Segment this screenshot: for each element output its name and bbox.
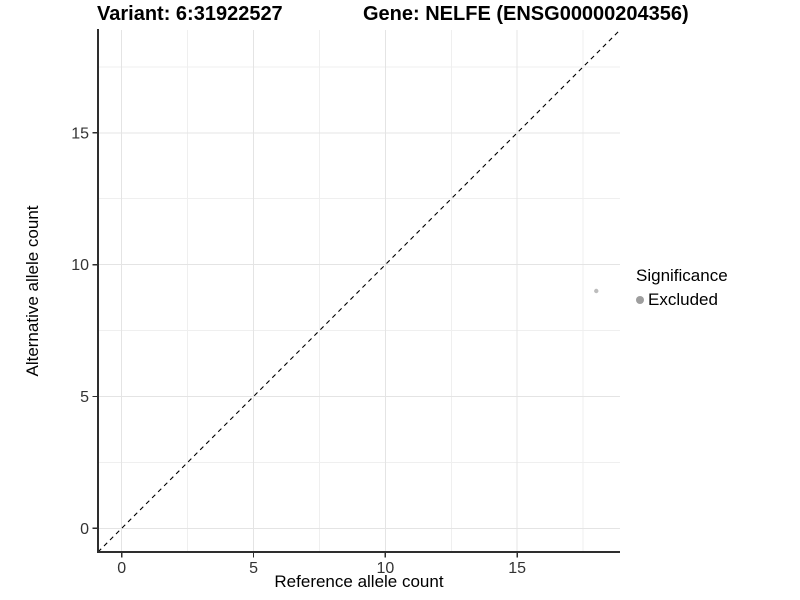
x-tick-label: 0 [117, 560, 126, 577]
legend: Significance Excluded [636, 266, 728, 310]
legend-title: Significance [636, 266, 728, 285]
x-tick-label: 10 [376, 560, 394, 577]
x-tick-label: 5 [249, 560, 258, 577]
legend-item-label: Excluded [648, 290, 718, 309]
y-tick-label: 5 [80, 389, 89, 406]
data-point [594, 288, 599, 294]
y-tick-label: 0 [80, 521, 89, 538]
legend-item-excluded: Excluded [636, 290, 728, 310]
plot-title-gene: Gene: NELFE (ENSG00000204356) [363, 3, 689, 25]
identity-line [97, 29, 621, 553]
y-tick-label: 10 [71, 257, 89, 274]
y-tick-label: 15 [71, 125, 89, 142]
plot-title-variant: Variant: 6:31922527 [97, 3, 283, 25]
x-tick-label: 15 [508, 560, 526, 577]
x-axis-title: Reference allele count [274, 572, 444, 591]
y-axis-title: Alternative allele count [23, 205, 42, 377]
legend-point-icon [636, 296, 644, 304]
